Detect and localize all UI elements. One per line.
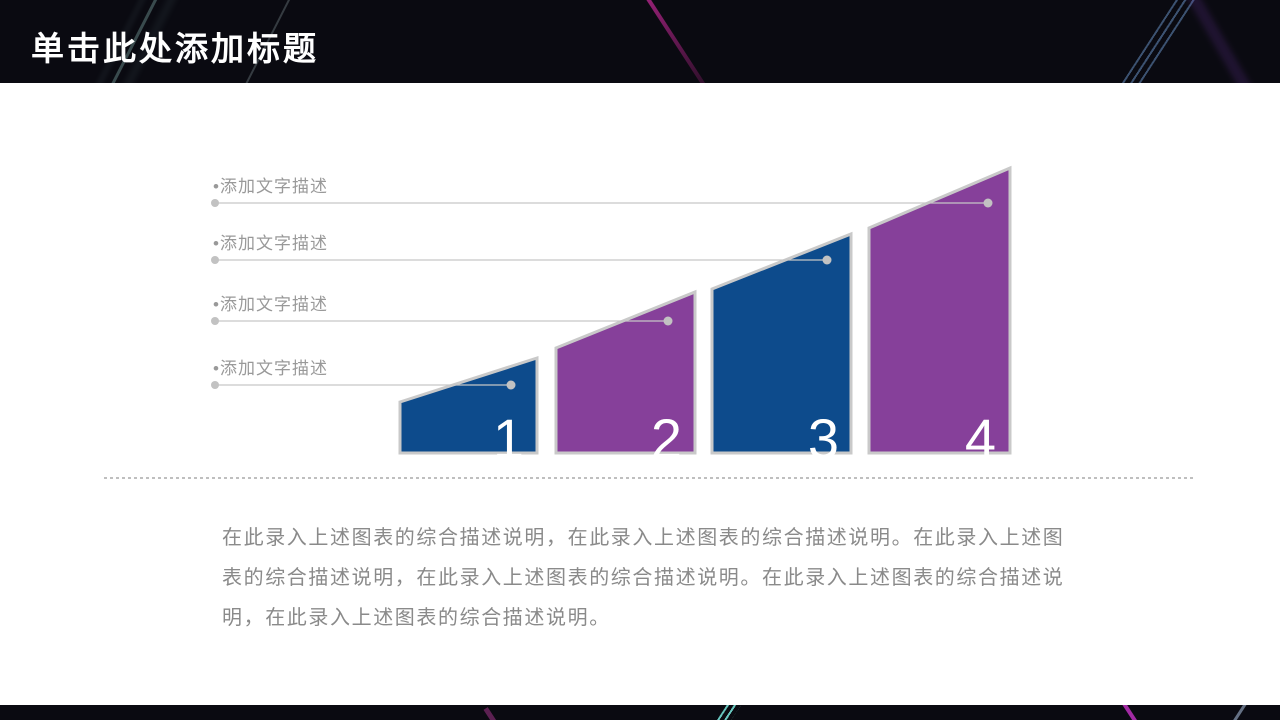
slide-title-placeholder[interactable]: 单击此处添加标题 [31,30,319,67]
step-shape-4 [867,165,1012,455]
step-number-2: 2 [651,407,682,470]
callout-dot-end-2 [822,255,832,265]
footer-band [0,705,1280,720]
callout-line-3 [211,316,673,326]
step-shape-2 [554,289,697,455]
callout-label-3[interactable]: •添加文字描述 [213,295,328,314]
step-shape-3 [710,231,853,455]
step-number-1: 1 [493,407,524,470]
callout-dot-end-1 [983,198,993,208]
callout-dot-end-3 [663,316,673,326]
callout-dot-start-4 [211,381,219,389]
footer-streak-teal [714,705,742,720]
step-shape-1 [398,355,539,455]
callout-line-4 [211,380,516,390]
callout-label-1[interactable]: •添加文字描述 [213,177,328,196]
header-band: 单击此处添加标题 [0,0,1280,83]
callout-dot-start-2 [211,256,219,264]
step-number-3: 3 [808,407,839,470]
step-number-4: 4 [965,407,996,470]
callout-line-1 [211,198,993,208]
callout-label-4[interactable]: •添加文字描述 [213,359,328,378]
callout-dot-start-1 [211,199,219,207]
footer-streak-magenta-small [483,707,498,720]
footer-streak-slate [1229,705,1250,720]
callout-label-2[interactable]: •添加文字描述 [213,234,328,253]
callout-dot-start-3 [211,317,219,325]
callout-line-2 [211,255,832,265]
footer-streak-magenta [1119,705,1141,720]
chart-description-text[interactable]: 在此录入上述图表的综合描述说明，在此录入上述图表的综合描述说明。在此录入上述图表… [222,527,1065,629]
callout-dot-end-4 [506,380,516,390]
